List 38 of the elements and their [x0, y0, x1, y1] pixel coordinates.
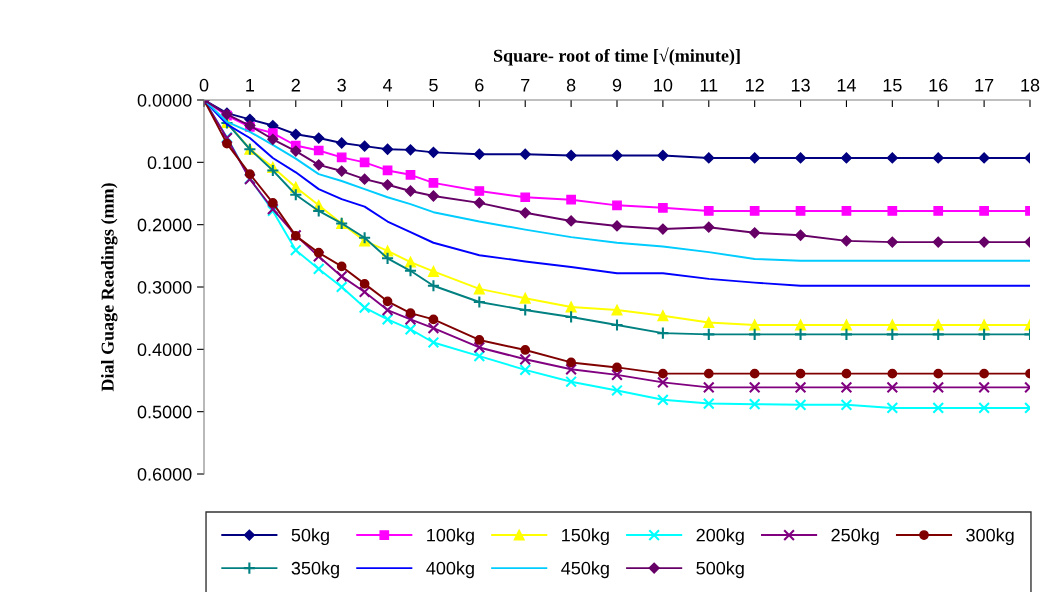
y-axis-title: Dial Guage Readings (mm): [101, 183, 118, 392]
y-tick-label: 0.3000: [137, 280, 192, 294]
legend-label: 400kg: [426, 561, 474, 579]
x-tick-label: 9: [612, 78, 622, 92]
legend-label: 450kg: [561, 561, 609, 579]
x-tick-label: 13: [791, 78, 810, 92]
x-tick-label: 17: [975, 78, 994, 92]
x-tick-label: 4: [382, 78, 393, 92]
x-tick-label: 1: [246, 78, 255, 92]
legend-label: 150kg: [562, 528, 609, 546]
legend-label: 250kg: [831, 528, 879, 546]
x-tick-label: 11: [700, 78, 718, 92]
y-tick-label: 0.6000: [137, 467, 192, 481]
x-tick-label: 3: [337, 78, 346, 92]
legend-label: 500kg: [696, 561, 744, 579]
x-tick-label: 0: [199, 78, 209, 92]
y-tick-label: 0.4000: [137, 343, 192, 357]
x-tick-label: 15: [883, 78, 902, 92]
legend-label: 200kg: [696, 528, 744, 546]
x-tick-label: 16: [929, 78, 948, 92]
y-tick-label: 0.5000: [137, 405, 192, 419]
y-tick-label: 0.0000: [137, 93, 192, 107]
x-tick-label: 8: [566, 78, 576, 92]
x-axis-title: Square- root of time [√(minute)]: [493, 47, 740, 66]
x-tick-label: 14: [837, 78, 856, 92]
x-tick-label: 12: [746, 78, 764, 92]
x-tick-label: 7: [521, 78, 530, 92]
x-tick-label: 2: [291, 78, 300, 92]
x-tick-label: 6: [475, 78, 484, 92]
y-tick-label: 0.2000: [137, 218, 192, 232]
y-tick-label: 0.100: [147, 156, 192, 170]
legend-label: 50kg: [291, 528, 329, 546]
legend-label: 300kg: [966, 528, 1014, 546]
legend-label: 350kg: [291, 561, 339, 579]
x-tick-label: 5: [429, 78, 438, 92]
x-tick-label: 10: [654, 78, 673, 92]
legend-label: 100kg: [427, 528, 474, 546]
x-tick-label: 18: [1021, 78, 1040, 92]
